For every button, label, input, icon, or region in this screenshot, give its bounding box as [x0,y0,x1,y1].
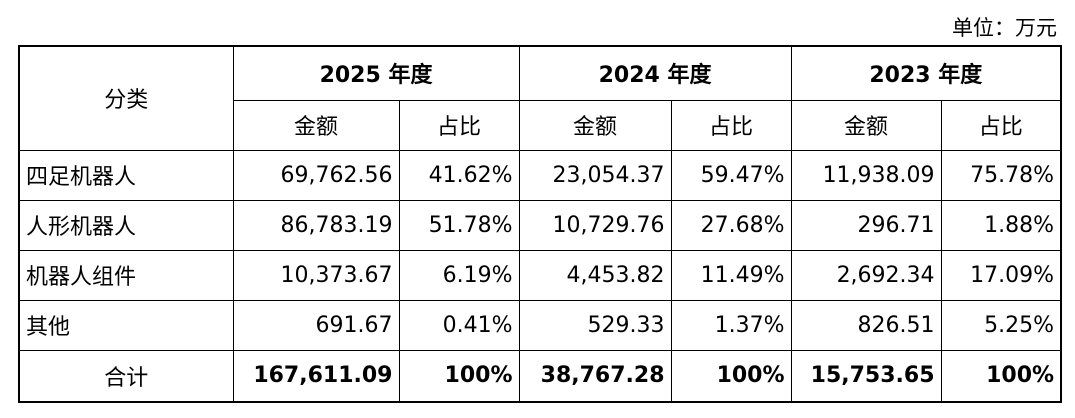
table-cell: 69,762.56 [232,149,400,201]
table-cell: 27.68% [670,199,792,251]
table-cell: 529.33 [518,299,672,351]
header-cell: 金额 [518,99,672,151]
header-cell: 占比 [670,99,792,151]
table-cell: 4,453.82 [518,249,672,301]
table-cell: 296.71 [790,199,942,251]
header-cell: 2024 年度 [518,45,792,101]
table-cell: 机器人组件 [18,249,234,301]
table-cell: 11,938.09 [790,149,942,201]
table: 分类 2025 年度 2024 年度 2023 年度 金额 占比 金额 占比 金额 占比 四足机器人… [18,45,1063,403]
table-cell: 0.41% [398,299,520,351]
table-cell: 11.49% [670,249,792,301]
header-cell: 分类 [18,45,234,151]
table-cell: 23,054.37 [518,149,672,201]
table-cell: 75.78% [940,149,1062,201]
total-cell: 167,611.09 [232,349,400,403]
header-cell: 占比 [940,99,1062,151]
table-cell: 6.19% [398,249,520,301]
table-row: 机器人组件 10,373.67 6.19% 4,453.82 11.49% 2,692.3… [18,249,1062,301]
total-cell: 100% [670,349,792,403]
table-cell: 17.09% [940,249,1062,301]
table-cell: 1.88% [940,199,1062,251]
table-cell: 41.62% [398,149,520,201]
total-cell: 15,753.65 [790,349,942,403]
total-cell: 100% [940,349,1062,403]
table-cell: 86,783.19 [232,199,400,251]
unit-note: 单位：万元 [952,16,1057,40]
header-cell: 2023 年度 [790,45,1062,101]
header-cell: 2025 年度 [232,45,520,101]
total-cell: 合计 [18,349,234,403]
header-cell: 占比 [398,99,520,151]
table-row: 其他 691.67 0.41% 529.33 1.37% 826.51 5.25% [18,299,1062,351]
table-cell: 691.67 [232,299,400,351]
table-cell: 2,692.34 [790,249,942,301]
table-cell: 1.37% [670,299,792,351]
table-cell: 四足机器人 [18,149,234,201]
total-cell: 100% [398,349,520,403]
table-cell: 5.25% [940,299,1062,351]
table-cell: 人形机器人 [18,199,234,251]
table-cell: 51.78% [398,199,520,251]
header-cell: 金额 [232,99,400,151]
table-row: 人形机器人 86,783.19 51.78% 10,729.76 27.68% 296.7… [18,199,1062,251]
table-cell: 10,729.76 [518,199,672,251]
total-cell: 38,767.28 [518,349,672,403]
table-cell: 826.51 [790,299,942,351]
table-cell: 10,373.67 [232,249,400,301]
header-cell: 金额 [790,99,942,151]
table-row: 四足机器人 69,762.56 41.62% 23,054.37 59.47% 11,93… [18,149,1062,201]
table-row: 合计 167,611.09 100% 38,767.28 100% 15,753.65 10… [18,349,1062,403]
table-cell: 其他 [18,299,234,351]
table-cell: 59.47% [670,149,792,201]
table-row: 分类 2025 年度 2024 年度 2023 年度 [18,45,1062,151]
